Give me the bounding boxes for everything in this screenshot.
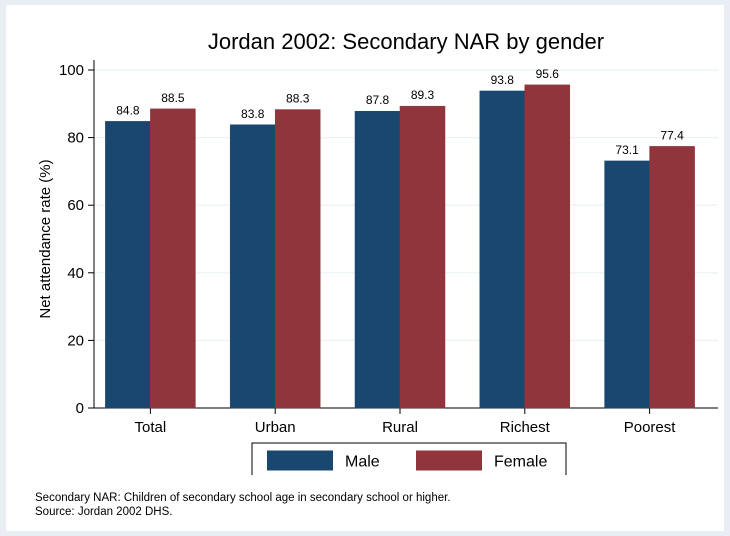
data-label-rural-male: 87.8 [366,93,390,107]
bar-richest-female [524,84,571,409]
data-label-urban-female: 88.3 [286,92,310,106]
y-tick-label-60: 60 [67,197,84,214]
chart-frame: Jordan 2002: Secondary NAR by gender 0 20… [6,5,724,531]
x-tick-label-richest: Richest [500,419,551,436]
y-tick-label-100: 100 [59,62,84,79]
footnote-definition: Secondary NAR: Children of secondary sch… [35,492,451,504]
y-tick-label-40: 40 [67,265,84,282]
legend-swatch-male [267,450,333,471]
x-tick-label-poorest: Poorest [624,419,677,436]
x-axis: Total Urban Rural Richest Poorest [94,407,718,436]
legend-label-male: Male [345,454,380,471]
legend-label-female: Female [494,454,547,471]
chart-title: Jordan 2002: Secondary NAR by gender [208,29,604,54]
data-label-total-female: 88.5 [161,91,185,105]
bar-poorest-male [604,160,650,409]
data-label-urban-male: 83.8 [241,107,265,121]
legend-swatch-female [416,450,482,471]
y-tick-label-80: 80 [67,130,84,147]
bar-richest-male [479,90,526,409]
bar-urban-female [274,109,321,409]
data-label-richest-male: 93.8 [491,73,515,87]
y-tick-label-20: 20 [67,332,84,349]
data-label-rural-female: 89.3 [411,88,435,102]
data-labels: 84.8 88.5 83.8 88.3 87.8 89.3 93.8 95.6 73.1 77.4 [116,67,684,157]
footnote-source: Source: Jordan 2002 DHS. [35,506,173,518]
bar-total-female [150,108,196,409]
bar-total-male [105,121,151,409]
legend: Male Female [251,442,567,475]
bar-rural-female [399,105,446,409]
data-label-richest-female: 95.6 [536,67,560,81]
bars [105,84,695,409]
x-tick-label-total: Total [135,419,167,436]
y-tick-label-0: 0 [76,400,84,417]
y-axis: 0 20 40 60 80 100 [59,60,95,417]
bar-chart: Jordan 2002: Secondary NAR by gender 0 20… [37,29,718,475]
x-tick-label-urban: Urban [255,419,296,436]
bar-urban-male [229,124,276,409]
bar-poorest-female [649,146,695,409]
data-label-poorest-female: 77.4 [660,128,684,142]
x-tick-label-rural: Rural [382,419,418,436]
bar-rural-male [354,110,401,409]
data-label-total-male: 84.8 [116,103,140,117]
y-axis-label: Net attendance rate (%) [37,159,54,318]
data-label-poorest-male: 73.1 [615,143,639,157]
